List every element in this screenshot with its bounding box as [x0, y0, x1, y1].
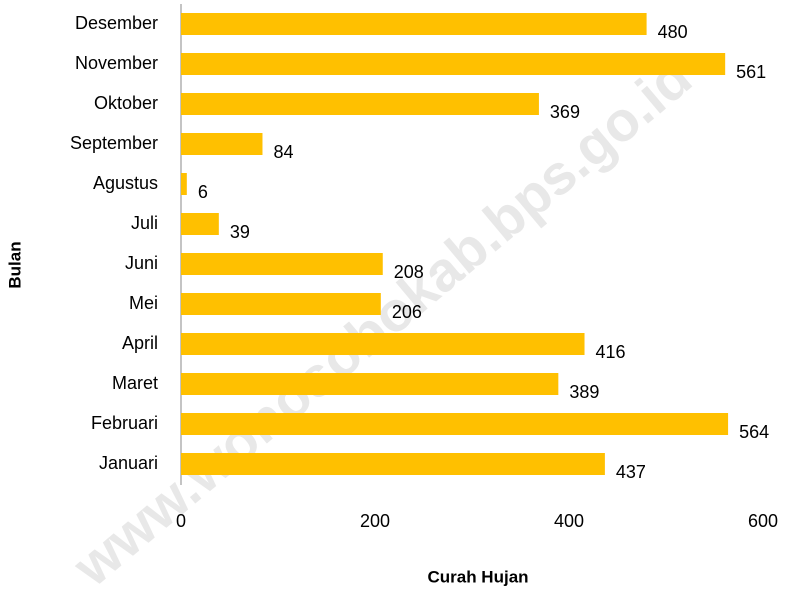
bar	[181, 253, 383, 275]
data-label: 369	[550, 102, 580, 122]
y-tick-label: Mei	[129, 293, 158, 313]
y-axis-title: Bulan	[5, 241, 24, 288]
x-tick-label: 600	[748, 511, 778, 531]
x-tick-label: 400	[554, 511, 584, 531]
y-tick-label: Februari	[91, 413, 158, 433]
y-tick-label: Desember	[75, 13, 158, 33]
bar	[181, 93, 539, 115]
bar	[181, 453, 605, 475]
bar	[181, 173, 187, 195]
y-tick-label: Juni	[125, 253, 158, 273]
y-tick-label: Maret	[112, 373, 158, 393]
data-label: 416	[596, 342, 626, 362]
y-tick-label: April	[122, 333, 158, 353]
data-label: 389	[569, 382, 599, 402]
bar	[181, 413, 729, 435]
y-tick-label: September	[70, 133, 158, 153]
y-tick-label: Januari	[99, 453, 158, 473]
bar	[181, 13, 647, 35]
bar	[181, 53, 726, 75]
bar	[181, 293, 381, 315]
bar	[181, 333, 585, 355]
y-tick-label: November	[75, 53, 158, 73]
x-tick-label: 0	[176, 511, 186, 531]
data-label: 208	[394, 262, 424, 282]
bar	[181, 213, 219, 235]
x-axis-title: Curah Hujan	[427, 567, 528, 586]
data-label: 6	[198, 182, 208, 202]
y-tick-label: Juli	[131, 213, 158, 233]
data-label: 84	[273, 142, 293, 162]
bar	[181, 133, 263, 155]
y-tick-label: Oktober	[94, 93, 158, 113]
data-label: 561	[736, 62, 766, 82]
x-tick-label: 200	[360, 511, 390, 531]
data-label: 437	[616, 462, 646, 482]
data-label: 206	[392, 302, 422, 322]
y-tick-label: Agustus	[93, 173, 158, 193]
bar	[181, 373, 559, 395]
data-label: 564	[739, 422, 769, 442]
data-label: 39	[230, 222, 250, 242]
data-label: 480	[658, 22, 688, 42]
